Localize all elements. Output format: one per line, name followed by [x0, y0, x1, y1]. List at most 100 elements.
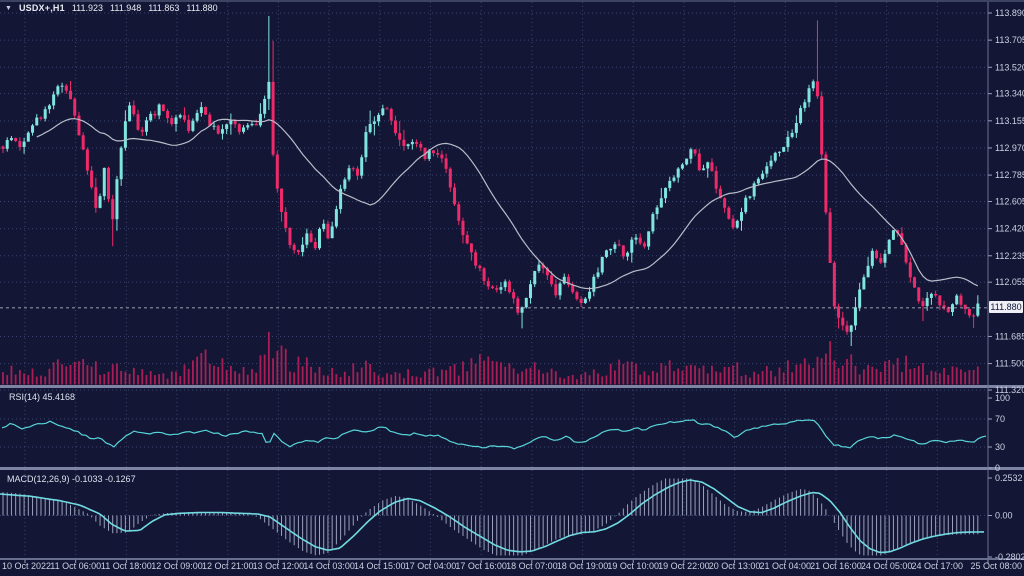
candle-body: [828, 212, 832, 263]
candle-body: [680, 164, 684, 169]
candle-body: [537, 264, 541, 272]
volume-bar: [179, 376, 182, 385]
candle-body: [229, 120, 233, 125]
candle-body: [461, 220, 465, 236]
volume-bar: [951, 366, 954, 385]
time-tick-label: 10 Oct 2022: [2, 561, 51, 571]
candle-body: [748, 196, 752, 198]
candle-body: [706, 162, 710, 169]
candle-body: [554, 284, 558, 296]
candle-body: [115, 179, 119, 220]
volume-bar: [639, 374, 642, 385]
candle-body: [524, 297, 528, 308]
volume-bar: [588, 375, 591, 385]
collapse-chart-icon[interactable]: ▼: [5, 4, 12, 12]
candle-body: [558, 283, 562, 296]
candle-body: [415, 141, 419, 144]
volume-bar: [525, 368, 528, 385]
candle-body: [204, 107, 208, 115]
candle-body: [427, 150, 431, 159]
volume-bar: [373, 372, 376, 385]
candle-body: [921, 301, 925, 307]
macd-tick-label: -0.2802: [995, 552, 1024, 562]
panel-separator[interactable]: [0, 558, 1024, 560]
volume-bar: [18, 370, 21, 385]
volume-bar: [681, 370, 684, 385]
volume-bar: [170, 371, 173, 385]
volume-bar: [778, 367, 781, 385]
volume-bar: [626, 361, 629, 385]
volume-bar: [580, 374, 583, 385]
volume-bar: [799, 364, 802, 385]
time-tick-label: 25 Oct 08:00: [970, 561, 1022, 571]
volume-bar: [529, 367, 532, 385]
volume-bar: [862, 369, 865, 385]
candle-body: [596, 272, 600, 277]
volume-bar: [263, 354, 266, 385]
chart-header: ▼ USDX+,H1 111.923 111.948 111.863 111.8…: [5, 3, 218, 13]
volume-bar: [516, 373, 519, 385]
volume-bar: [305, 357, 308, 385]
volume-bar: [69, 364, 72, 385]
candle-body: [305, 233, 309, 245]
rsi-indicator-label[interactable]: RSI(14) 45.4168: [9, 392, 76, 402]
candle-body: [271, 81, 275, 155]
volume-bar: [234, 371, 236, 385]
candle-body: [9, 138, 13, 141]
volume-bar: [803, 358, 806, 385]
candle-body: [710, 162, 714, 172]
volume-bar: [94, 361, 97, 385]
volume-bar: [284, 348, 287, 385]
volume-bar: [348, 376, 350, 385]
volume-bar: [601, 376, 604, 385]
volume-bar: [242, 366, 245, 385]
time-tick-label: 18 Oct 19:00: [557, 561, 609, 571]
panel-separator[interactable]: [0, 467, 1024, 470]
candle-body: [655, 207, 659, 215]
candle-body: [313, 241, 317, 249]
volume-bar: [500, 362, 502, 385]
candle-body: [444, 158, 448, 169]
candle-body: [111, 199, 115, 220]
volume-bar: [238, 373, 241, 385]
candle-body: [275, 154, 279, 189]
volume-bar: [192, 360, 194, 385]
volume-bar: [124, 371, 127, 385]
candle-body: [883, 253, 887, 263]
volume-bar: [934, 371, 937, 385]
time-tick-label: 11 Oct 18:00: [101, 561, 152, 571]
macd-indicator-label[interactable]: MACD(12,26,9) -0.1033 -0.1267: [7, 474, 136, 484]
candle-body: [588, 291, 592, 299]
volume-bar: [297, 356, 300, 385]
volume-bar: [677, 368, 680, 385]
candle-body: [659, 198, 663, 208]
candle-body: [790, 132, 794, 137]
volume-bar: [900, 371, 903, 385]
moving-average-line: [36, 118, 979, 290]
panel-separator[interactable]: [0, 385, 1024, 388]
volume-bar: [550, 368, 553, 385]
time-tick-label: 24 Oct 05:00: [861, 561, 913, 571]
candle-body: [355, 168, 359, 176]
candle-body: [225, 124, 229, 130]
candle-body: [651, 214, 655, 232]
candle-body: [613, 244, 617, 249]
volume-bar: [892, 364, 895, 385]
candle-body: [98, 196, 102, 208]
volume-bar: [926, 375, 929, 385]
candle-body: [398, 133, 402, 140]
price-tick-label: 111.500: [995, 359, 1024, 369]
volume-bar: [162, 373, 165, 385]
volume-bar: [217, 366, 220, 385]
time-tick-label: 20 Oct 13:00: [709, 561, 761, 571]
candle-body: [144, 120, 148, 132]
volume-bar: [964, 372, 967, 385]
candle-body: [284, 211, 288, 228]
volume-bar: [145, 374, 148, 385]
volume-bar: [947, 374, 950, 385]
candle-body: [389, 108, 393, 121]
volume-bar: [40, 375, 42, 385]
candle-body: [52, 94, 56, 106]
